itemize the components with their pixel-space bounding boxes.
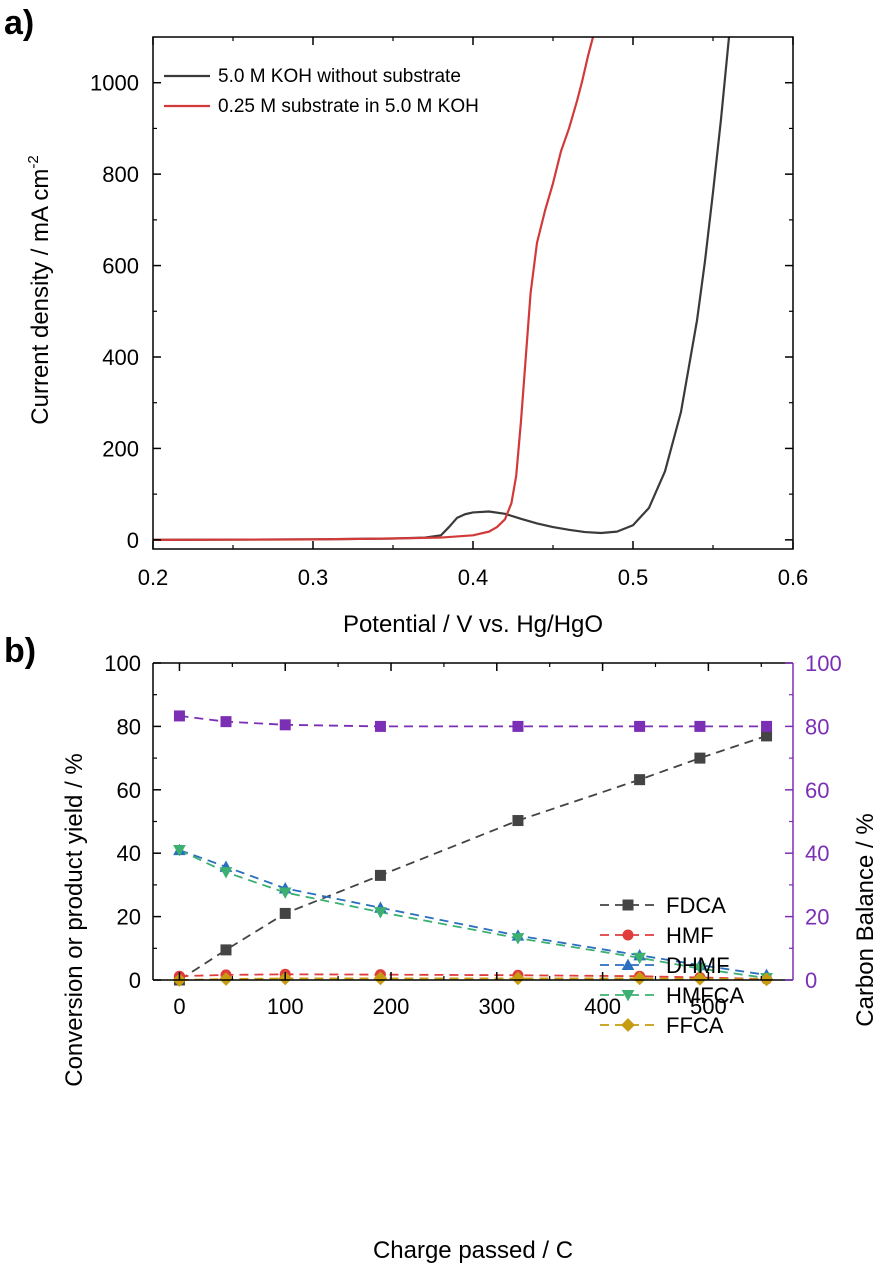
chart-a-series-line-0 <box>153 37 731 541</box>
chart-b-legend-marker <box>622 899 634 911</box>
chart-b-y-axis-title: Conversion or product yield / % <box>61 753 88 1087</box>
chart-b-right-y-tick-label: 40 <box>805 841 829 866</box>
chart-a-x-tick-label: 0.5 <box>618 565 649 590</box>
chart-b-y-tick-label: 60 <box>117 778 141 803</box>
chart-b-x-tick-label: 100 <box>267 994 304 1019</box>
chart-b-point-5-7 <box>761 720 773 732</box>
chart-b-series-line-5 <box>179 715 767 728</box>
chart-a-y-axis-title: Current density / mA cm-2 <box>25 155 54 424</box>
chart-b-x-axis-title: Charge passed / C <box>373 1237 573 1264</box>
chart-b-right-y-axis-title: Carbon Balance / % <box>852 813 879 1026</box>
chart-b-x-tick-label: 500 <box>690 994 727 1019</box>
chart-b-point-4-6 <box>693 971 707 986</box>
chart-b-right-y-tick-label: 0 <box>805 968 817 993</box>
chart-b-point-4-3 <box>373 971 388 986</box>
chart-a-x-axis-title: Potential / V vs. Hg/HgO <box>343 611 603 638</box>
panel-b-label: b) <box>4 632 36 670</box>
chart-a-y-tick-label: 0 <box>127 528 139 553</box>
chart-a-y-axis-title-superscript: -2 <box>25 155 42 168</box>
chart-b-series-line-1 <box>179 973 767 980</box>
chart-b-y-tick-label: 100 <box>104 651 141 676</box>
chart-b-right-y-tick-label: 100 <box>805 651 842 676</box>
chart-b-x-tick-label: 0 <box>173 994 185 1019</box>
chart-b-right-y-tick-label: 20 <box>805 905 829 930</box>
chart-a-x-tick-label: 0.2 <box>138 565 169 590</box>
chart-b-point-0-2 <box>279 907 291 919</box>
chart-b-x-tick-label: 300 <box>478 994 515 1019</box>
chart-a-y-tick-label: 400 <box>102 345 139 370</box>
chart-b-legend-label: FFCA <box>666 1013 724 1038</box>
chart-a-x-tick-label: 0.3 <box>298 565 329 590</box>
chart-b-point-0-1 <box>220 944 232 956</box>
chart-b-point-3-4 <box>511 933 525 945</box>
chart-a-legend-label: 5.0 M KOH without substrate <box>218 66 461 87</box>
chart-b-point-3-0 <box>173 844 186 857</box>
chart-b-legend-label: HMFCA <box>666 983 745 1008</box>
chart-b-y-tick-label: 40 <box>117 841 141 866</box>
chart-b-legend-marker <box>621 958 635 971</box>
chart-b-series-line-3 <box>179 849 767 979</box>
chart-a-x-tick-label: 0.4 <box>458 565 489 590</box>
chart-a-series-line-1 <box>153 37 595 541</box>
chart-b-legend-marker <box>621 989 635 1002</box>
chart-b-point-5-3 <box>374 720 386 732</box>
chart-a-legend-label: 0.25 M substrate in 5.0 M KOH <box>218 96 479 117</box>
chart-b-point-3-3 <box>374 907 387 919</box>
chart-b-y-tick-label: 0 <box>129 968 141 993</box>
chart-a: 0.2 0.3 0.4 0.5 0.6 0 200 400 600 800 1000 5.0 M KO… <box>90 36 809 590</box>
chart-a-y-tick-label: 800 <box>102 162 139 187</box>
chart-b-point-0-6 <box>694 752 706 764</box>
chart-b-point-4-4 <box>511 971 525 986</box>
chart-b-legend-label: HMF <box>666 923 714 948</box>
chart-b-x-tick-label: 200 <box>373 994 410 1019</box>
chart-b-point-5-2 <box>279 719 291 731</box>
chart-a-y-tick-label: 600 <box>102 254 139 279</box>
chart-b-point-4-1 <box>219 972 233 986</box>
chart-b-x-tick-label: 400 <box>584 994 621 1019</box>
chart-b-y-tick-label: 20 <box>117 905 141 930</box>
chart-b-right-y-tick-label: 60 <box>805 778 829 803</box>
chart-b-point-3-1 <box>219 867 233 879</box>
chart-b-point-3-6 <box>693 963 707 975</box>
chart-b-point-0-7 <box>761 730 773 742</box>
chart-b-right-y-tick-label: 80 <box>805 714 829 739</box>
chart-b-legend-marker <box>621 1018 635 1032</box>
panel-a-label: a) <box>4 4 34 42</box>
chart-b-point-3-5 <box>633 952 646 965</box>
chart-b-point-5-5 <box>634 720 646 732</box>
chart-b-legend-label: DHMF <box>666 953 730 978</box>
chart-b-point-0-5 <box>634 774 646 786</box>
chart-b-point-0-4 <box>512 815 524 827</box>
chart-b-point-5-4 <box>512 720 524 732</box>
chart-a-y-tick-label: 200 <box>102 436 139 461</box>
chart-b-point-5-0 <box>173 710 185 722</box>
chart-a-y-tick-label: 1000 <box>90 71 139 96</box>
chart-b-legend-label: FDCA <box>666 893 726 918</box>
chart-b-point-4-5 <box>632 971 647 986</box>
chart-b-series-line-4 <box>179 977 767 981</box>
chart-a-y-axis-title-main: Current density / mA cm <box>27 169 54 425</box>
chart-b-series-line-0 <box>178 735 767 981</box>
chart-a-x-tick-label: 0.6 <box>778 565 809 590</box>
chart-b-point-5-1 <box>220 716 232 728</box>
chart-b-y-tick-label: 80 <box>117 714 141 739</box>
chart-b: 0 100 200 300 400 500 0 0 20 20 40 40 60 60 80 80 100 100… <box>104 651 841 1038</box>
chart-b-legend-marker <box>622 929 634 941</box>
chart-b-point-0-3 <box>374 869 386 881</box>
chart-b-point-3-2 <box>278 887 292 899</box>
chart-b-point-5-6 <box>694 720 706 732</box>
